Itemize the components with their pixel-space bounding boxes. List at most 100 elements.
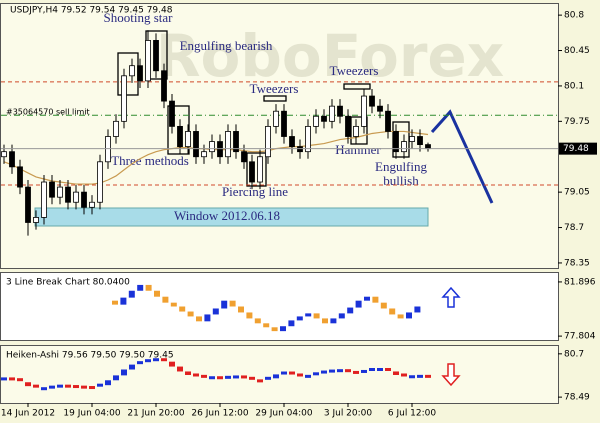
heiken-ashi-bar — [305, 374, 311, 378]
heiken-ashi-bar — [425, 374, 431, 378]
heiken-ashi-bar — [345, 369, 351, 373]
candle-body — [209, 141, 215, 153]
pattern-box — [167, 105, 190, 155]
line-break-brick — [229, 300, 236, 307]
candle-body — [81, 191, 87, 208]
y-tick-label: 78.49 — [564, 393, 590, 403]
pattern-box — [263, 95, 287, 102]
candle-body — [9, 151, 15, 168]
line-break-brick — [221, 300, 228, 309]
line-break-brick — [389, 308, 396, 315]
line-break-brick — [380, 302, 387, 309]
heiken-ashi-bar — [273, 374, 279, 379]
candle-body — [97, 161, 103, 203]
line-break-brick — [322, 318, 328, 324]
heiken-ashi-bar — [353, 370, 359, 374]
x-tick-label: 14 Jun 2012 — [1, 409, 55, 419]
heiken-ashi-bar — [193, 373, 199, 377]
x-tick-label: 6 Jul 12:00 — [388, 409, 437, 419]
candle-body — [337, 105, 343, 117]
sell-limit-label: #35064570 sell limit — [6, 108, 90, 117]
line-break-brick — [355, 300, 362, 308]
annotation: Engulfing bearish — [180, 38, 273, 53]
heiken-ashi-bar — [81, 385, 87, 389]
x-tick-label: 21 Jun 20:00 — [127, 409, 184, 419]
line-break-brick — [313, 313, 320, 319]
line-break-brick — [162, 296, 169, 303]
heiken-ashi-bar — [401, 373, 407, 377]
annotation: Tweezers — [330, 63, 379, 78]
candle-body — [193, 131, 199, 158]
heiken-ashi-bar — [137, 361, 143, 365]
line-break-brick — [305, 313, 312, 317]
y-tick-label: 79.75 — [564, 117, 590, 127]
heiken-ashi-bar — [233, 375, 239, 379]
y-tick-label: 80.8 — [564, 11, 584, 21]
candle-body — [129, 65, 135, 77]
line-break-brick — [128, 290, 135, 298]
annotation: Tweezers — [250, 81, 299, 96]
line-break-brick — [187, 311, 194, 317]
heiken-ashi-bar — [393, 371, 399, 375]
line-break-brick — [212, 308, 219, 315]
candle-body — [177, 125, 183, 148]
pattern-box — [350, 116, 368, 145]
heiken-ashi-bar — [225, 375, 231, 379]
candle-body — [345, 115, 351, 137]
line-break-brick — [288, 320, 295, 327]
heiken-ashi-bar — [329, 369, 335, 373]
candle-body — [1, 151, 7, 158]
annotation: Hammer — [335, 142, 381, 157]
candle-body — [289, 136, 295, 148]
line-break-brick — [330, 318, 337, 324]
line-break-brick — [170, 302, 177, 307]
candle-body — [217, 141, 223, 158]
heiken-ashi-bar — [169, 361, 175, 367]
heiken-ashi-bar — [337, 369, 343, 373]
annotation: bullish — [383, 173, 419, 188]
heiken-ashi-bar — [105, 380, 111, 386]
heiken-ashi-bar — [145, 359, 151, 363]
x-tick-label: 26 Jun 12:00 — [191, 409, 248, 419]
candle-body — [273, 110, 279, 127]
candle-body — [409, 136, 415, 142]
candle-body — [185, 131, 191, 148]
candle-body — [305, 125, 311, 153]
heiken-ashi-bar — [385, 368, 391, 372]
pattern-boxes — [117, 30, 410, 187]
candle-body — [161, 70, 167, 102]
line-break-brick — [196, 316, 202, 322]
heiken-ashi-bar — [185, 371, 191, 375]
heiken-ashi-bar — [9, 377, 15, 381]
heiken-ashi-bar — [121, 369, 127, 376]
candle-body — [329, 105, 335, 122]
heiken-ashi-bar — [369, 368, 375, 372]
pattern-box — [343, 83, 371, 90]
heiken-ashi-panel — [0, 345, 559, 404]
candle-body — [121, 75, 127, 122]
candle-body — [417, 136, 423, 145]
current-price-box — [559, 142, 597, 155]
pattern-box — [392, 121, 410, 158]
candle-body — [233, 131, 239, 153]
candle-body — [65, 186, 71, 203]
heiken-ashi-bar — [209, 376, 215, 380]
candle-body — [369, 95, 375, 107]
panel-title: Heiken-Ashi 79.56 79.50 79.50 79.45 — [6, 351, 174, 361]
line-break-brick — [372, 296, 379, 303]
candle-body — [401, 141, 407, 153]
candle-body — [313, 115, 319, 127]
annotation: Window 2012.06.18 — [174, 208, 280, 223]
candle-body — [385, 110, 391, 132]
line-break-brick — [204, 314, 211, 322]
heiken-ashi-bar — [321, 370, 327, 374]
heiken-ashi-bar — [281, 371, 287, 375]
line-break-brick — [414, 306, 421, 313]
heiken-ashi-bar — [377, 368, 383, 372]
heiken-ashi-bar — [41, 387, 47, 391]
panel-title: 3 Line Break Chart 80.0400 — [6, 278, 130, 288]
candle-body — [361, 95, 367, 127]
heiken-ashi-bar — [49, 385, 55, 389]
heiken-ashi-bar — [217, 376, 223, 380]
